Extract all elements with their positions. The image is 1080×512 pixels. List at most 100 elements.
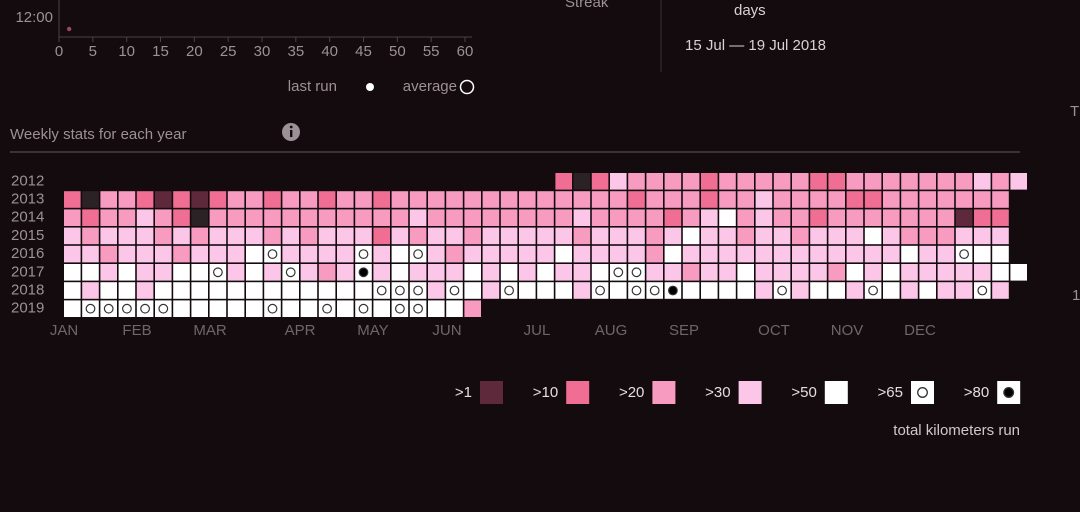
- week-cell: [373, 264, 390, 281]
- week-cell: [428, 282, 445, 299]
- legend-label: >80: [964, 384, 989, 401]
- week-cell: [719, 173, 736, 190]
- week-cell: [264, 264, 281, 281]
- week-cell: [118, 209, 136, 226]
- week-cell: [246, 191, 263, 208]
- cell-marker: [449, 285, 460, 296]
- week-cell: [409, 209, 427, 226]
- week-cell: [555, 191, 572, 208]
- week-cell: [628, 173, 645, 190]
- week-cell: [191, 282, 208, 299]
- week-cell: [955, 282, 973, 299]
- week-cell: [227, 264, 245, 281]
- week-cell: [792, 227, 809, 245]
- cell-marker: [649, 285, 660, 296]
- week-cell: [82, 209, 99, 226]
- week-cell: [355, 191, 372, 208]
- week-cell: [864, 209, 882, 226]
- month-label: JUL: [524, 322, 551, 339]
- week-cell: [719, 282, 736, 299]
- week-cell: [118, 264, 136, 281]
- week-cell: [864, 227, 882, 245]
- week-cell: [537, 245, 554, 263]
- week-cell: [628, 191, 645, 208]
- week-cell: [628, 209, 645, 226]
- week-cell: [173, 300, 190, 317]
- week-cell: [155, 209, 172, 226]
- week-cell: [901, 282, 918, 299]
- legend-swatch: [911, 381, 934, 404]
- week-cell: [464, 209, 481, 226]
- side-digit: 1: [1072, 287, 1080, 304]
- week-cell: [537, 209, 554, 226]
- week-cell: [719, 191, 736, 208]
- week-cell: [864, 191, 882, 208]
- week-cell: [300, 245, 318, 263]
- week-cell: [409, 264, 427, 281]
- week-cell: [646, 264, 663, 281]
- week-cell: [937, 227, 955, 245]
- week-cell: [519, 282, 536, 299]
- week-cell: [500, 282, 518, 299]
- cell-marker: [158, 303, 169, 314]
- week-cell: [173, 264, 190, 281]
- cell-marker: [868, 285, 878, 296]
- cell-marker: [613, 267, 624, 278]
- week-cell: [500, 191, 518, 208]
- week-cell: [646, 245, 663, 263]
- week-cell: [209, 191, 227, 208]
- week-cell: [810, 173, 827, 190]
- cell-marker: [267, 303, 278, 314]
- week-cell: [664, 209, 682, 226]
- week-cell: [974, 173, 991, 190]
- week-cell: [664, 173, 682, 190]
- week-cell: [755, 282, 773, 299]
- week-cell: [937, 245, 955, 263]
- week-cell: [1010, 264, 1027, 281]
- week-cell: [136, 227, 154, 245]
- week-cell: [682, 264, 700, 281]
- week-cell: [992, 191, 1009, 208]
- week-cell: [846, 173, 864, 190]
- week-cell: [591, 227, 609, 245]
- week-cell: [992, 227, 1009, 245]
- week-cell: [974, 191, 991, 208]
- x-tick-label: 50: [389, 43, 406, 60]
- week-cell: [901, 209, 918, 226]
- week-cell: [737, 173, 754, 190]
- week-cell: [664, 191, 682, 208]
- week-cell: [500, 209, 518, 226]
- week-cell: [282, 227, 299, 245]
- week-cell: [555, 173, 572, 190]
- year-label: 2019: [11, 300, 44, 317]
- week-cell: [628, 227, 645, 245]
- x-tick-label: 55: [423, 43, 440, 60]
- week-cell: [682, 245, 700, 263]
- week-cell: [955, 191, 973, 208]
- week-cell: [919, 209, 936, 226]
- week-cell: [773, 264, 791, 281]
- legend-circle: [459, 79, 475, 95]
- week-cell: [610, 245, 627, 263]
- week-cell: [173, 282, 190, 299]
- week-cell: [919, 173, 936, 190]
- year-label: 2015: [11, 227, 44, 244]
- legend-label: >1: [455, 384, 472, 401]
- week-cell: [864, 264, 882, 281]
- month-label: MAY: [357, 322, 388, 339]
- week-cell: [191, 209, 208, 226]
- week-cell: [828, 191, 845, 208]
- week-cell: [318, 209, 336, 226]
- week-cell: [755, 227, 773, 245]
- cell-marker: [504, 285, 515, 296]
- week-cell: [846, 191, 864, 208]
- week-cell: [937, 173, 955, 190]
- week-cell: [810, 209, 827, 226]
- week-cell: [810, 191, 827, 208]
- week-cell: [810, 264, 827, 281]
- week-cell: [300, 264, 318, 281]
- week-cell: [610, 227, 627, 245]
- info-icon[interactable]: [282, 123, 300, 141]
- x-tick-label: 15: [152, 43, 169, 60]
- week-cell: [100, 209, 117, 226]
